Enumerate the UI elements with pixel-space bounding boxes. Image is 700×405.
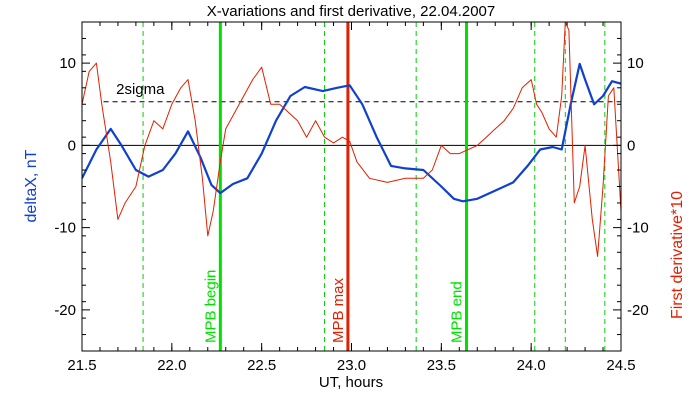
label-mpb-begin: MPB begin [202, 270, 219, 343]
y-tick-label-right: 0 [627, 137, 635, 154]
y-axis-label-left: deltaX, nT [23, 149, 40, 222]
label-mpb-end: MPB end [448, 281, 465, 343]
x-tick-label: 22.0 [157, 357, 186, 374]
x-tick-label: 21.5 [67, 357, 96, 374]
y-tick-label-right: -10 [627, 220, 649, 237]
series-line-deltax [82, 62, 621, 203]
series-line-derivative [82, 22, 621, 257]
x-tick-label: 23.0 [337, 357, 366, 374]
x-tick-label: 24.0 [517, 357, 546, 374]
y-axis-label-right: First derivative*10 [669, 191, 686, 319]
x-tick-label: 24.5 [606, 357, 635, 374]
y-tick-label-right: -20 [627, 302, 649, 319]
y-tick-label-right: 10 [627, 55, 644, 72]
x-tick-label: 22.5 [247, 357, 276, 374]
y-tick-label-left: -10 [54, 220, 76, 237]
chart-title: X-variations and first derivative, 22.04… [207, 3, 496, 20]
y-tick-label-left: -20 [54, 302, 76, 319]
x-tick-label: 23.5 [427, 357, 456, 374]
threshold-label: 2sigma [116, 81, 165, 98]
x-axis-label: UT, hours [319, 374, 383, 391]
y-tick-label-left: 10 [59, 55, 76, 72]
y-tick-label-left: 0 [68, 137, 76, 154]
label-mpb-max: MPB max [330, 277, 347, 343]
